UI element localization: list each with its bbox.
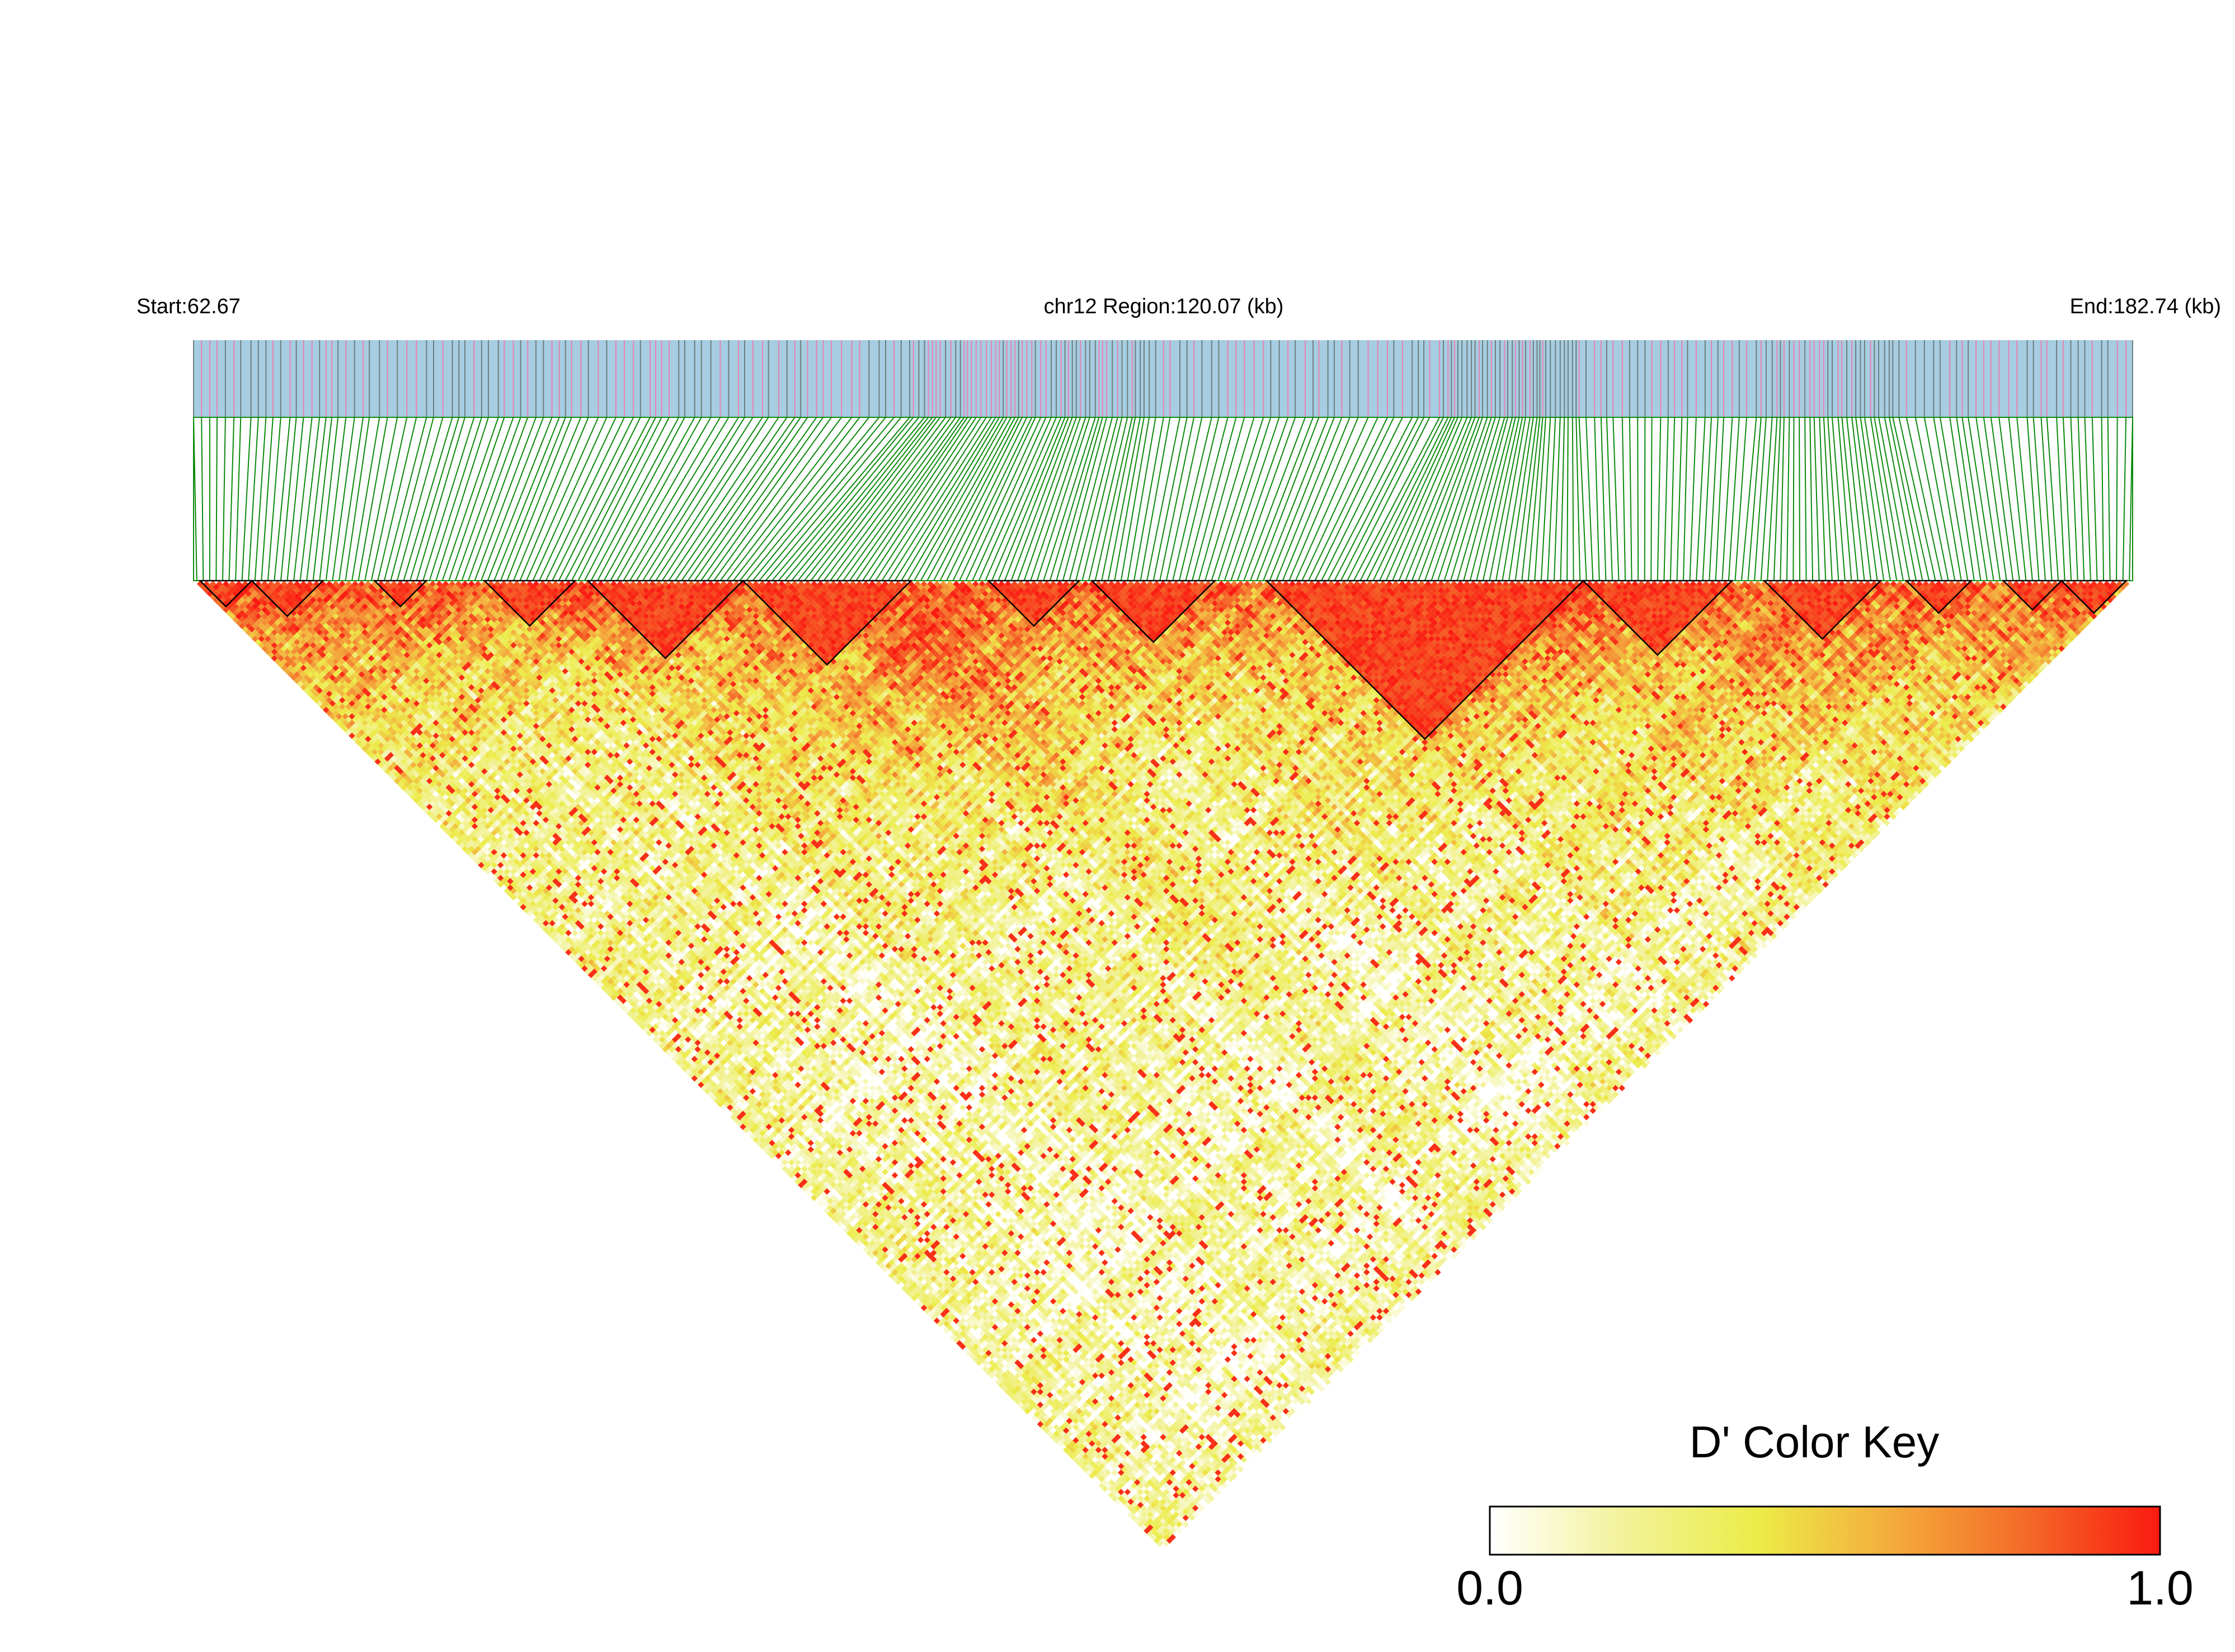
snp-position-track	[194, 340, 2133, 417]
end-label: End:182.74 (kb)	[2070, 295, 2221, 318]
snp-connector	[1799, 417, 1800, 581]
snp-connector	[1793, 417, 1794, 581]
start-label: Start:62.67	[137, 295, 241, 318]
region-label: chr12 Region:120.07 (kb)	[1044, 295, 1284, 318]
